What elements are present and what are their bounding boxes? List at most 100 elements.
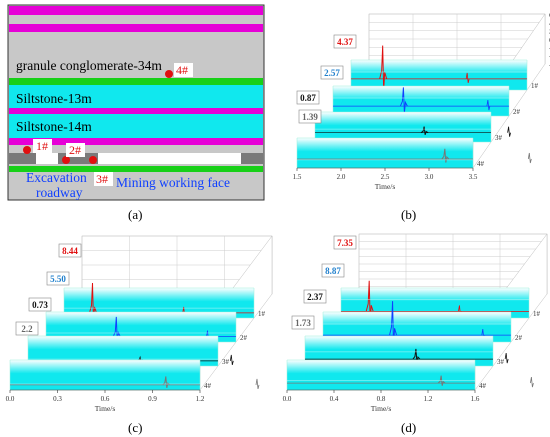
- peak-label-box: [321, 263, 345, 278]
- peak-value-label: 1.73: [295, 318, 311, 328]
- siltstone-13-label: Siltstone-13m: [16, 91, 92, 106]
- peak-value-label: 2.37: [307, 292, 323, 302]
- peak-label-box: [333, 34, 357, 49]
- waterfall-chart-d: 86420-2-4-6-8Acceleration/m·s⁻²1#2#3#4#0…: [283, 233, 548, 413]
- trace-secondary-spike: [504, 353, 509, 364]
- point-1-label-box: [33, 139, 52, 153]
- depth-tick-label: 3#: [495, 134, 503, 142]
- excavation-label-line2: roadway: [36, 185, 83, 200]
- point-2-marker: [62, 156, 70, 164]
- peak-value-label: 2.2: [21, 324, 33, 334]
- point-4-label-box: [174, 63, 193, 77]
- siltstone-14-label: Siltstone-14m: [16, 119, 92, 134]
- peak-label-box: [15, 321, 39, 336]
- peak-value-label: 7.35: [337, 238, 353, 248]
- depth-tick-label: 2#: [240, 334, 248, 342]
- magenta-layer-3: [9, 108, 263, 114]
- x-tick-label: 0.0: [6, 395, 15, 403]
- excavation-opening: [36, 153, 58, 164]
- depth-tick-label: 3#: [497, 358, 505, 366]
- panel-a-caption: (a): [128, 207, 143, 222]
- peak-label-box: [58, 243, 82, 258]
- x-axis-title: Time/s: [375, 182, 396, 191]
- point-3-label: 3#: [96, 172, 108, 186]
- cyan-layer-1: [9, 85, 263, 108]
- x-tick-label: 0.3: [53, 395, 62, 403]
- trace-spike: [420, 126, 429, 135]
- mining-face-opening: [98, 153, 241, 164]
- peak-label-box: [296, 90, 320, 105]
- trace-secondary-spike: [465, 72, 470, 83]
- depth-tick-label: 4#: [204, 382, 212, 390]
- strata-diagram: granule conglomerate-34m Siltstone-13m S…: [7, 4, 265, 201]
- x-tick-label: 3.5: [469, 173, 478, 181]
- green-layer-2: [9, 166, 263, 172]
- ribbon-4#: [296, 137, 474, 169]
- magenta-layer-top: [9, 6, 263, 15]
- trace-spike: [365, 280, 374, 323]
- x-axis-title: Time/s: [95, 404, 116, 413]
- peak-value-label: 8.87: [325, 266, 341, 276]
- peak-label-box: [46, 271, 70, 286]
- x-tick-label: 0.0: [283, 395, 292, 403]
- depth-tick-label: 1#: [258, 310, 266, 318]
- ribbon-4#: [286, 359, 476, 391]
- point-3-marker: [89, 156, 97, 164]
- trace-spike: [399, 87, 408, 113]
- green-layer-1: [9, 78, 263, 85]
- ribbon-1#: [350, 59, 528, 91]
- point-2-label-box: [66, 143, 85, 157]
- peak-label-box: [333, 235, 357, 250]
- waterfall-chart-c: 1050-5-10Acceleration/m·s⁻²1#2#3#4#0.00.…: [6, 235, 273, 413]
- depth-tick-label: 4#: [479, 382, 487, 390]
- trace-spike: [162, 376, 171, 388]
- point-4-marker: [165, 70, 173, 78]
- peak-value-label: 5.50: [50, 274, 66, 284]
- peak-label-box: [28, 297, 52, 312]
- depth-tick-label: 1#: [531, 82, 539, 90]
- trace-secondary-spike: [486, 100, 491, 111]
- peak-value-label: 2.57: [324, 68, 340, 78]
- point-3-label-box: [94, 172, 113, 186]
- x-tick-label: 0.9: [148, 395, 157, 403]
- panel-d-caption: (d): [401, 420, 417, 435]
- x-tick-label: 1.6: [471, 395, 480, 403]
- cyan-layer-2: [9, 114, 263, 138]
- point-2-label: 2#: [69, 143, 81, 157]
- magenta-layer-4: [9, 138, 263, 145]
- trace-secondary-spike: [229, 354, 234, 365]
- peak-value-label: 8.44: [62, 246, 78, 256]
- point-1-label: 1#: [36, 139, 48, 153]
- trace-secondary-spike: [255, 378, 260, 389]
- x-tick-label: 2.0: [337, 173, 346, 181]
- x-tick-label: 1.2: [424, 395, 433, 403]
- panel-b-caption: (b): [401, 207, 417, 222]
- depth-tick-label: 1#: [533, 310, 541, 318]
- peak-value-label: 1.39: [302, 112, 318, 122]
- trace-secondary-spike: [530, 377, 534, 388]
- peak-label-box: [303, 289, 327, 304]
- trace-spike: [412, 348, 421, 363]
- point-1-marker: [23, 146, 31, 154]
- trace-secondary-spike: [507, 126, 511, 137]
- x-tick-label: 3.0: [425, 173, 434, 181]
- peak-value-label: 4.37: [337, 37, 353, 47]
- x-tick-label: 0.8: [377, 395, 386, 403]
- ribbon-2#: [332, 85, 510, 117]
- peak-label-box: [291, 315, 315, 330]
- point-4-label: 4#: [176, 63, 188, 77]
- peak-label-box: [320, 65, 344, 80]
- magenta-layer-2: [9, 24, 263, 32]
- trace-secondary-spike: [527, 152, 532, 164]
- trace-spike: [441, 148, 450, 163]
- waterfall-chart-b: 6420-2-4-6Acceleration/m·s⁻²1#2#3#4#1.52…: [293, 12, 550, 191]
- ribbon-3#: [314, 111, 492, 143]
- depth-tick-label: 4#: [477, 160, 485, 168]
- depth-tick-label: 2#: [515, 334, 523, 342]
- trace-spike: [112, 316, 121, 344]
- x-axis-title: Time/s: [371, 404, 392, 413]
- depth-tick-label: 3#: [222, 358, 230, 366]
- excavation-label-line1: Excavation: [26, 170, 87, 185]
- peak-label-box: [298, 109, 322, 124]
- peak-value-label: 0.87: [300, 93, 316, 103]
